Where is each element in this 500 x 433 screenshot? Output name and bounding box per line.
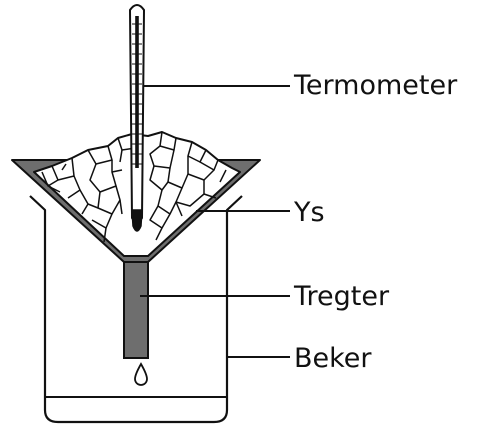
thermometer-liquid-column [135, 16, 139, 168]
thermometer-label: Termometer [294, 70, 458, 101]
beaker-label: Beker [294, 343, 372, 374]
ice-label: Ys [294, 197, 325, 228]
funnel-label: Tregter [294, 281, 390, 312]
beaker [29, 195, 243, 424]
thermometer-bulb [131, 209, 143, 232]
water-drop [134, 362, 148, 386]
thermometer [128, 4, 146, 232]
